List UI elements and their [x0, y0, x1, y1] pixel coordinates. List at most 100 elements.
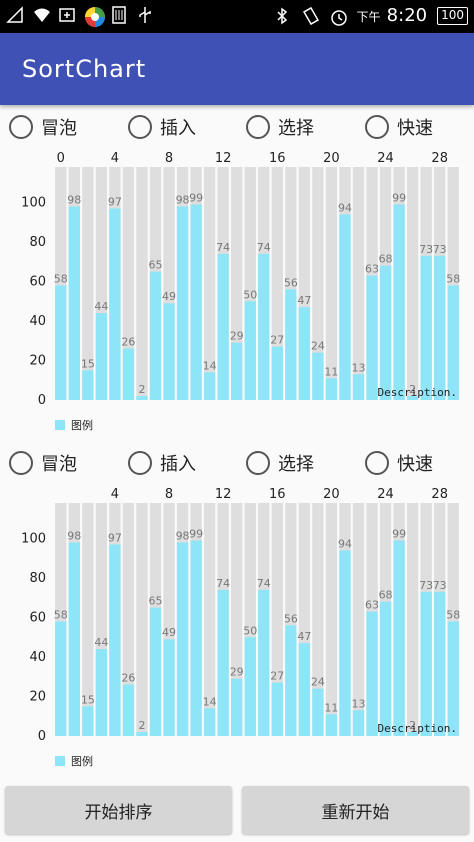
bar-value-label: 11	[324, 701, 338, 714]
bar-value-label: 73	[433, 243, 447, 256]
bar-chart-svg: 0 20 40 60 80 100 0 4 8 12 16 20 24 28 58 98 15 44 97 26 2 65…	[21, 151, 460, 405]
bar-track	[447, 167, 459, 400]
bar-value-label: 47	[297, 630, 311, 643]
radio-quick-1[interactable]: 快速	[365, 112, 433, 142]
bar	[203, 708, 216, 736]
time-prefix: 下午	[356, 10, 381, 24]
y-tick-label: 20	[29, 690, 46, 705]
bar-value-label: 73	[419, 579, 433, 592]
bar-track	[406, 503, 419, 736]
radio-quick-2[interactable]: 快速	[365, 448, 433, 478]
bar	[339, 550, 351, 736]
bar	[109, 544, 121, 736]
radio-circle[interactable]	[246, 451, 270, 475]
bar-value-label: 98	[67, 193, 81, 206]
bar-value-label: 29	[230, 666, 244, 679]
radio-circle[interactable]	[365, 451, 389, 475]
bar-track	[312, 167, 324, 400]
bar-value-label: 65	[149, 595, 163, 608]
x-tick-label: 16	[269, 151, 286, 166]
bar	[109, 208, 121, 400]
bar	[231, 342, 243, 400]
bar-track	[406, 167, 419, 400]
bar-value-label: 2	[409, 719, 416, 732]
bar-value-label: 58	[446, 608, 460, 621]
bar-track	[122, 167, 135, 400]
bar	[366, 275, 378, 400]
bar	[258, 589, 270, 736]
y-tick-label: 80	[29, 571, 46, 586]
bar-value-label: 98	[176, 529, 190, 542]
bar	[190, 204, 202, 400]
radio-bubble-2[interactable]: 冒泡	[9, 448, 77, 478]
x-tick-label: 12	[215, 151, 232, 166]
x-tick-label: 20	[323, 151, 340, 166]
bar	[447, 621, 459, 736]
bar-track	[244, 503, 256, 736]
bar-track	[325, 503, 338, 736]
y-tick-label: 100	[21, 196, 46, 211]
bar	[339, 214, 351, 400]
bar-track	[95, 167, 108, 400]
bar-value-label: 58	[54, 272, 68, 285]
radio-circle[interactable]	[365, 115, 389, 139]
radio-circle[interactable]	[246, 115, 270, 139]
bar-track	[231, 167, 243, 400]
radio-insert-2[interactable]: 插入	[128, 448, 196, 478]
bar	[325, 714, 338, 736]
bar	[312, 688, 324, 736]
radio-circle[interactable]	[128, 115, 152, 139]
radio-insert-1[interactable]: 插入	[128, 112, 196, 142]
legend-swatch	[55, 420, 65, 430]
chart-legend: 图例	[55, 753, 93, 769]
signal-icon	[6, 6, 24, 24]
start-sort-button[interactable]: 开始排序	[5, 786, 232, 834]
radio-label: 选择	[278, 454, 314, 475]
bar-track	[244, 167, 256, 400]
x-tick-label: 28	[431, 487, 448, 502]
radio-select-2[interactable]: 选择	[246, 448, 314, 478]
alarm-icon	[329, 7, 347, 26]
bar-value-label: 68	[379, 589, 393, 602]
bar-value-label: 27	[270, 334, 284, 347]
sort-radio-group-1: 冒泡 插入 选择 快速	[0, 110, 474, 144]
radio-select-1[interactable]: 选择	[246, 112, 314, 142]
bar-chart-svg: 0 20 40 60 80 100 4 8 12 16 20 24 28 58 98 15 44 97 26 2 65 4…	[21, 487, 460, 741]
radio-circle[interactable]	[128, 451, 152, 475]
chart-description: Description.	[378, 722, 457, 735]
bar-value-label: 74	[216, 241, 230, 254]
x-tick-label: 4	[111, 151, 119, 166]
bar-value-label: 99	[392, 528, 406, 541]
bar	[271, 346, 283, 400]
y-tick-label: 40	[29, 650, 46, 665]
bar	[122, 684, 135, 736]
bar	[325, 378, 338, 400]
bar-value-label: 15	[81, 693, 95, 706]
bar	[136, 732, 148, 736]
bar-track	[447, 503, 459, 736]
bar-value-label: 44	[94, 300, 108, 313]
bar-value-label: 2	[409, 383, 416, 396]
bar	[379, 265, 392, 400]
bar	[136, 396, 148, 400]
radio-label: 插入	[160, 118, 196, 139]
radio-circle[interactable]	[9, 115, 33, 139]
usb-icon	[136, 6, 154, 24]
radio-circle[interactable]	[9, 451, 33, 475]
wifi-icon	[32, 6, 50, 24]
bar-track	[82, 167, 94, 400]
radio-label: 冒泡	[41, 454, 77, 475]
legend-swatch	[55, 756, 65, 766]
x-tick-label: 24	[377, 487, 394, 502]
vibrate-icon	[301, 6, 319, 25]
radio-bubble-1[interactable]: 冒泡	[9, 112, 77, 142]
bar-track	[136, 167, 148, 400]
bar	[82, 370, 94, 400]
y-tick-label: 60	[29, 611, 46, 626]
bar	[393, 540, 405, 736]
bar	[176, 206, 189, 400]
bar-value-label: 73	[433, 579, 447, 592]
status-bar: 下午 8:20 100	[0, 0, 474, 33]
restart-button[interactable]: 重新开始	[242, 786, 469, 834]
bar-track	[325, 167, 338, 400]
